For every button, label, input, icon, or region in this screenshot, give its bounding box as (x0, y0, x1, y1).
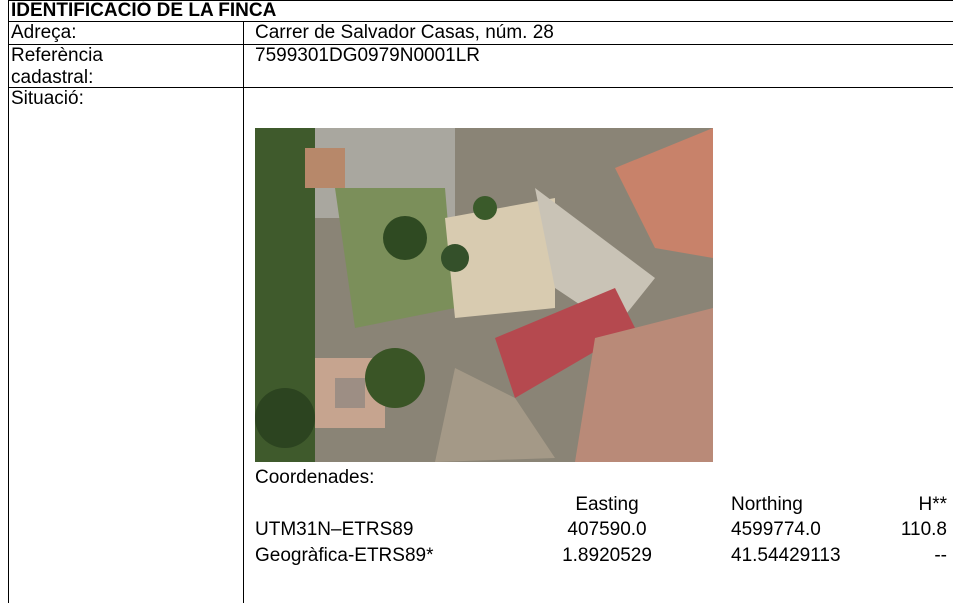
coordinate-value: 110.8 (900, 519, 947, 540)
coordinate-value: 1.8920529 (562, 545, 652, 566)
aerial-image (255, 128, 713, 462)
coordinate-system: Geogràfica-ETRS89* (255, 545, 434, 566)
coordinate-value: 407590.0 (567, 519, 647, 540)
column-header: Easting (575, 494, 639, 515)
border (8, 44, 953, 45)
coordinates-label: Coordenades: (255, 467, 375, 488)
coordinate-value: -- (934, 545, 947, 566)
coordinate-value: 41.54429113 (731, 545, 841, 566)
field-label: Situació: (11, 88, 84, 109)
section-title: IDENTIFICACIÓ DE LA FINCA (11, 0, 277, 21)
border (8, 0, 953, 1)
border (243, 21, 244, 603)
border (8, 0, 9, 603)
field-value: 7599301DG0979N0001LR (255, 45, 481, 66)
column-header: Northing (731, 494, 803, 515)
column-header: H** (918, 494, 947, 515)
border (8, 21, 953, 22)
field-value: Carrer de Salvador Casas, núm. 28 (255, 22, 554, 43)
field-label: Referència cadastral: (11, 45, 103, 88)
coordinate-value: 4599774.0 (731, 519, 821, 540)
coordinate-system: UTM31N–ETRS89 (255, 519, 414, 540)
border (8, 87, 953, 88)
field-label: Adreça: (11, 22, 77, 43)
